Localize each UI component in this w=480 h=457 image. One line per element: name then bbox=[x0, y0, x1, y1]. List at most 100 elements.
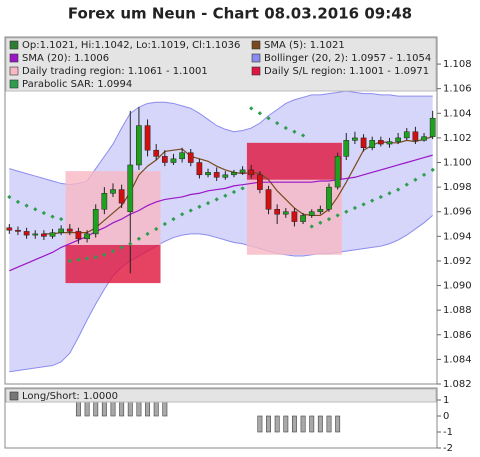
candle-body bbox=[291, 211, 298, 222]
sar-dot bbox=[128, 241, 133, 246]
chart-title: Forex um Neun - Chart 08.03.2016 09:48 bbox=[68, 5, 412, 23]
legend-swatch bbox=[9, 79, 19, 89]
candle-body bbox=[66, 228, 73, 232]
sar-dot bbox=[110, 248, 116, 254]
candle-body bbox=[170, 158, 177, 163]
y-tick-label: 1.088 bbox=[443, 305, 472, 316]
candle-body bbox=[205, 172, 211, 176]
candle-body bbox=[179, 152, 185, 160]
candle-body bbox=[308, 211, 315, 216]
candle-body bbox=[334, 156, 341, 188]
candle-body bbox=[49, 232, 56, 237]
sar-dot bbox=[50, 214, 55, 219]
candle-body bbox=[84, 233, 90, 240]
candle-body bbox=[136, 125, 142, 166]
candle-body bbox=[326, 186, 332, 210]
sar-dot bbox=[378, 194, 383, 200]
sma-line bbox=[9, 154, 433, 272]
candle-body bbox=[248, 169, 255, 176]
sar-dot bbox=[370, 198, 375, 203]
legend-swatch bbox=[251, 40, 261, 50]
legend-label: Daily trading region: 1.1061 - 1.1001 bbox=[22, 66, 208, 77]
candle-body bbox=[403, 131, 410, 139]
sar-dot bbox=[154, 226, 159, 232]
sar-dot bbox=[119, 245, 124, 250]
bar bbox=[300, 415, 306, 433]
bar bbox=[291, 415, 297, 433]
sar-dot bbox=[33, 207, 38, 212]
sar-dot bbox=[231, 189, 237, 195]
y-tick-label: 1.108 bbox=[443, 59, 472, 70]
candle-body bbox=[101, 193, 108, 210]
candle-body bbox=[222, 174, 229, 178]
y-tick-label: 1.104 bbox=[443, 108, 472, 119]
candle-body bbox=[300, 215, 306, 222]
candle-body bbox=[421, 136, 427, 141]
sar-dot bbox=[59, 216, 64, 222]
legend-swatch bbox=[9, 53, 19, 63]
sar-dot bbox=[404, 182, 409, 187]
candle-body bbox=[395, 137, 401, 142]
sar-dot bbox=[309, 224, 314, 229]
bar bbox=[266, 415, 271, 433]
candle-body bbox=[265, 189, 272, 210]
sar-dot bbox=[421, 172, 427, 177]
sar-dot bbox=[93, 255, 98, 260]
y-tick-label: 1.102 bbox=[443, 133, 472, 144]
candle-body bbox=[386, 141, 393, 145]
candle-body bbox=[153, 149, 160, 157]
bar bbox=[309, 415, 315, 433]
sar-dot bbox=[171, 216, 176, 222]
sar-dot bbox=[292, 129, 297, 134]
candle-body bbox=[161, 156, 168, 163]
sar-dot bbox=[145, 231, 150, 237]
legend-label: Bollinger (20, 2): 1.0957 - 1.1054 bbox=[264, 53, 431, 64]
candle-body bbox=[118, 189, 125, 204]
legend-box bbox=[5, 388, 437, 403]
y-tick-label: 1.096 bbox=[443, 207, 472, 218]
sar-dot bbox=[197, 204, 202, 209]
candle-body bbox=[343, 140, 350, 157]
sar-dot bbox=[352, 205, 358, 211]
bar bbox=[317, 415, 323, 433]
sar-dot bbox=[326, 216, 332, 222]
y-tick-label: 1.094 bbox=[443, 231, 472, 242]
sar-dot bbox=[318, 220, 323, 225]
legend-swatch bbox=[251, 66, 261, 76]
candle-body bbox=[213, 172, 220, 178]
candle-body bbox=[239, 169, 246, 173]
sar-dot bbox=[205, 200, 211, 206]
region bbox=[246, 142, 342, 180]
candle-body bbox=[110, 189, 116, 194]
bar bbox=[283, 415, 289, 433]
legend-swatch bbox=[9, 40, 19, 50]
sma-line bbox=[43, 136, 433, 235]
plot bbox=[6, 90, 436, 373]
sar-dot bbox=[162, 221, 167, 227]
y-tick-label: -2 bbox=[443, 443, 453, 454]
sar-dot bbox=[335, 213, 340, 218]
sar-dot bbox=[15, 199, 21, 205]
bollinger-lower bbox=[9, 215, 434, 373]
sar-dot bbox=[223, 193, 228, 198]
candle-body bbox=[32, 233, 39, 236]
y-tick-label: 1.100 bbox=[443, 158, 472, 169]
candle-body bbox=[257, 174, 263, 190]
bar bbox=[274, 415, 280, 433]
sar-dot bbox=[430, 167, 435, 173]
candle-body bbox=[282, 211, 289, 215]
candle-body bbox=[196, 162, 203, 176]
candle-body bbox=[144, 125, 151, 151]
sar-dot bbox=[136, 236, 142, 241]
legend-swatch bbox=[9, 66, 19, 76]
candle-body bbox=[92, 209, 99, 235]
candle-body bbox=[127, 164, 134, 212]
sar-dot bbox=[344, 209, 349, 214]
legend-swatch bbox=[251, 53, 261, 63]
candle-body bbox=[352, 137, 358, 141]
y-tick-label: 1.090 bbox=[443, 281, 472, 292]
candle-body bbox=[23, 231, 30, 236]
candle-body bbox=[429, 117, 436, 137]
